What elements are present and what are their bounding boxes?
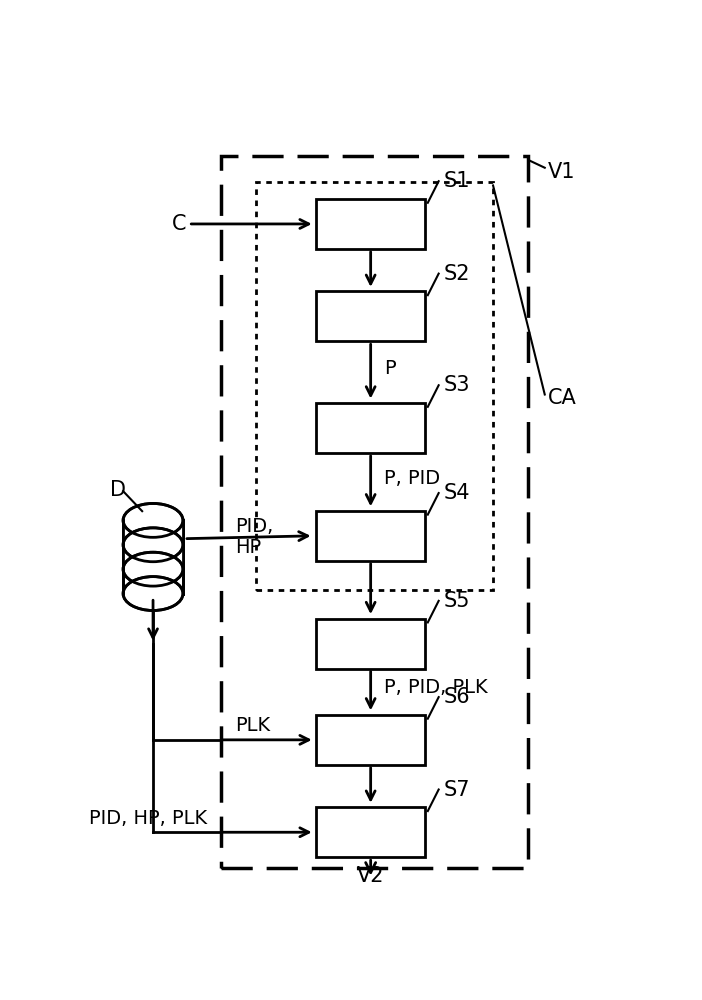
Text: S2: S2 [444, 264, 470, 284]
Text: PID, HP, PLK: PID, HP, PLK [89, 809, 207, 828]
Ellipse shape [123, 503, 183, 537]
Ellipse shape [123, 552, 183, 586]
Bar [256, 182, 493, 590]
Bar [317, 715, 425, 765]
Text: PLK: PLK [234, 716, 270, 735]
Text: C: C [172, 214, 187, 234]
Text: S7: S7 [444, 780, 470, 800]
Bar [221, 156, 529, 868]
Bar [317, 511, 425, 561]
Text: V2: V2 [357, 866, 385, 886]
Ellipse shape [123, 577, 183, 610]
Text: CA: CA [548, 388, 576, 408]
Text: S5: S5 [444, 591, 470, 611]
Text: P, PID: P, PID [384, 469, 440, 488]
Bar [317, 403, 425, 453]
Bar [317, 291, 425, 341]
Text: S1: S1 [444, 171, 470, 191]
Text: S4: S4 [444, 483, 470, 503]
Bar [317, 619, 425, 669]
Text: D: D [110, 480, 126, 500]
Text: S6: S6 [444, 687, 471, 707]
Text: V1: V1 [548, 162, 575, 182]
Bar [317, 199, 425, 249]
Bar [317, 807, 425, 857]
Text: P, PID, PLK: P, PID, PLK [384, 678, 488, 697]
Text: HP: HP [234, 538, 260, 557]
Text: PID,: PID, [234, 517, 273, 536]
Ellipse shape [123, 528, 183, 562]
Bar [123, 520, 183, 577]
Text: S3: S3 [444, 375, 470, 395]
Text: P: P [384, 359, 396, 378]
